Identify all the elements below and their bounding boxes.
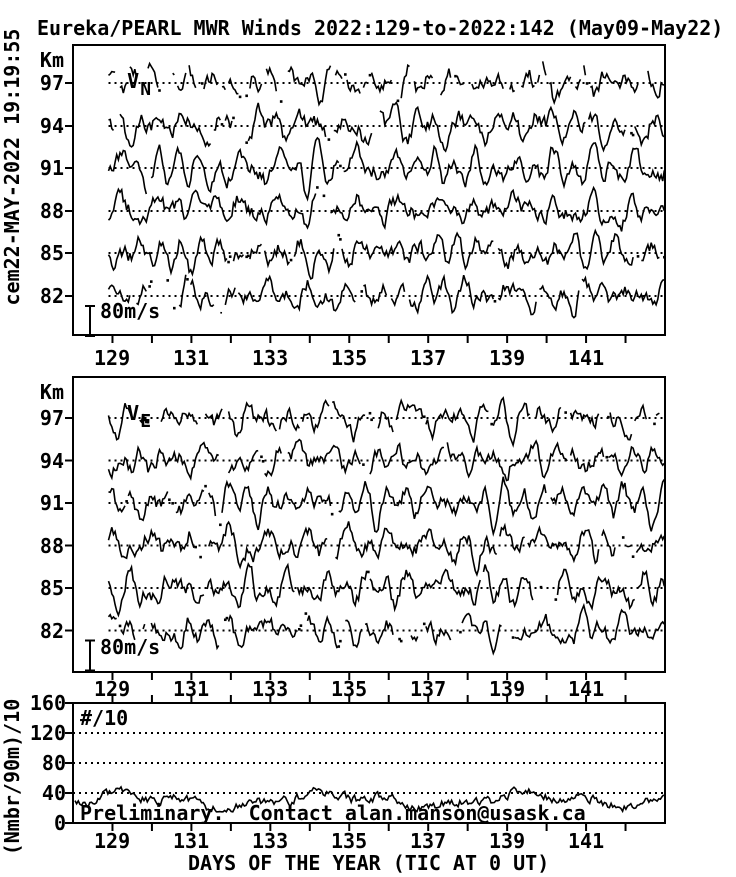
x-tick-label-row2-139: 139 <box>489 677 526 701</box>
ve-alt-label-91: 91 <box>39 491 64 515</box>
counts-y-tick-label-160: 160 <box>29 691 66 715</box>
x-tick-label-row1-137: 137 <box>410 346 447 370</box>
ve-alt-label-88: 88 <box>39 534 64 558</box>
ve-alt-label-82: 82 <box>39 619 64 643</box>
x-tick-label-row3-141: 141 <box>568 829 605 853</box>
x-tick-label-row1-139: 139 <box>489 346 526 370</box>
x-tick-label-row1-129: 129 <box>94 346 131 370</box>
vn-scalebar-label: 80m/s <box>100 299 161 323</box>
vn-alt-label-94: 94 <box>39 114 64 138</box>
ve-label-main: V <box>127 401 140 425</box>
x-tick-label-row2-129: 129 <box>94 677 131 701</box>
x-tick-label-row1-135: 135 <box>331 346 368 370</box>
generated-timestamp: cem22-MAY-2022 19:19:55 <box>0 28 24 306</box>
x-tick-label-row2-133: 133 <box>252 677 289 701</box>
vn-km-unit-label: Km <box>39 48 64 72</box>
x-tick-label-row3-133: 133 <box>252 829 289 853</box>
ve-panel-plot <box>65 376 666 680</box>
preliminary-note: Preliminary. Contact alan.manson@usask.c… <box>80 801 586 825</box>
x-tick-label-row2-135: 135 <box>331 677 368 701</box>
x-tick-label-row1-133: 133 <box>252 346 289 370</box>
page-title: Eureka/PEARL MWR Winds 2022:129-to-2022:… <box>37 16 724 40</box>
x-tick-label-row2-131: 131 <box>173 677 210 701</box>
ve-scalebar-label: 80m/s <box>100 635 161 659</box>
x-tick-label-row3-129: 129 <box>94 829 131 853</box>
vn-panel-plot <box>65 44 666 343</box>
counts-y-tick-label-40: 40 <box>41 781 66 805</box>
ve-alt-label-94: 94 <box>39 449 64 473</box>
x-tick-label-row3-137: 137 <box>410 829 447 853</box>
x-tick-label-row3-135: 135 <box>331 829 368 853</box>
ve-alt-label-97: 97 <box>39 406 64 430</box>
vn-alt-label-88: 88 <box>39 199 64 223</box>
vn-label-sub: N <box>140 79 152 100</box>
x-tick-label-row2-141: 141 <box>568 677 605 701</box>
x-tick-label-row1-131: 131 <box>173 346 210 370</box>
vn-alt-label-97: 97 <box>39 71 64 95</box>
ve-km-unit-label: Km <box>39 380 64 404</box>
counts-y-tick-label-0: 0 <box>53 811 66 835</box>
ve-alt-label-85: 85 <box>39 576 64 600</box>
counts-y-tick-label-80: 80 <box>41 751 66 775</box>
x-axis-title: DAYS OF THE YEAR (TIC AT 0 UT) <box>188 851 550 875</box>
vn-alt-label-91: 91 <box>39 156 64 180</box>
counts-y-tick-label-120: 120 <box>29 721 66 745</box>
vn-alt-label-85: 85 <box>39 241 64 265</box>
x-tick-label-row3-131: 131 <box>173 829 210 853</box>
counts-panel-plot <box>65 695 666 831</box>
counts-y-axis-label: (Nmbr/90m)/10 <box>0 698 24 856</box>
x-tick-label-row2-137: 137 <box>410 677 447 701</box>
x-tick-label-row3-139: 139 <box>489 829 526 853</box>
counts-panel-label: #/10 <box>80 706 129 730</box>
x-tick-label-row1-141: 141 <box>568 346 605 370</box>
vn-alt-label-82: 82 <box>39 284 64 308</box>
